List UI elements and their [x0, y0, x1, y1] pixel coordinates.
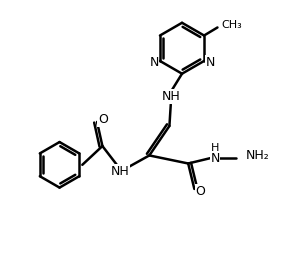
Text: N: N	[210, 152, 220, 165]
Text: NH: NH	[110, 165, 129, 178]
Text: N: N	[149, 56, 159, 69]
Text: N: N	[205, 56, 215, 69]
Text: H: H	[211, 143, 219, 153]
Text: CH₃: CH₃	[222, 20, 242, 30]
Text: NH₂: NH₂	[245, 149, 269, 162]
Text: NH: NH	[161, 90, 180, 103]
Text: O: O	[98, 113, 108, 126]
Text: O: O	[195, 185, 205, 198]
